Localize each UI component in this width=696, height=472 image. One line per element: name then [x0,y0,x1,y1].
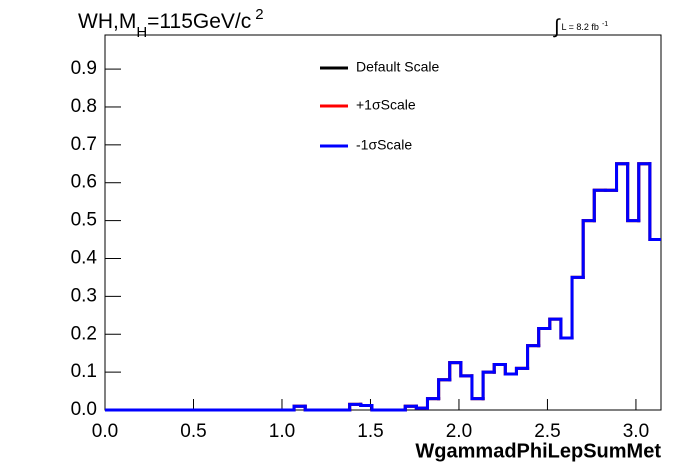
title-subscript: H [136,24,147,41]
lumi-exponent: -1 [602,21,608,28]
histogram-bin [292,404,307,412]
y-tick-label: 0.7 [71,134,97,155]
x-tick-label: 2.0 [446,421,472,442]
histogram-bin [559,317,574,340]
y-tick-label: 0.2 [71,323,97,344]
histogram-bin [615,162,630,192]
histogram-bin [425,397,441,410]
title-superscript: 2 [255,6,263,23]
y-tick-label: 0.1 [71,361,97,382]
x-axis-label: WgammadPhiLepSumMet [415,440,661,462]
x-tick-label: 2.5 [534,421,560,442]
y-tick-label: 0.8 [71,96,97,117]
histogram-bin [503,363,518,376]
histogram-bin [470,374,485,401]
title-main: WH,M [78,10,136,33]
histogram-bin [570,275,585,340]
histogram-bin [637,162,652,223]
histogram-bin [537,327,552,348]
histogram-bin [648,162,661,242]
histogram-bin [403,404,418,412]
x-tick-label: 1.5 [357,421,383,442]
histogram-bin [303,404,318,412]
legend-label: -1σScale [356,137,412,153]
histogram-bin [526,344,541,370]
y-tick-label: 0.6 [71,172,97,193]
y-tick-label: 0.0 [71,399,97,420]
histogram-bin [514,366,530,376]
histogram-bin [437,378,452,401]
histograms [105,162,661,412]
y-tick-label: 0.5 [71,210,97,231]
x-tick-label: 3.0 [623,421,649,442]
histogram-bin [459,361,474,378]
histogram-bin [581,219,596,279]
integral-sign: ∫ [553,16,561,38]
y-tick-label: 0.4 [71,248,98,269]
x-tick-label: 1.0 [269,421,295,442]
x-tick-label: 0.0 [92,421,118,442]
histogram-bin [348,402,363,412]
histogram-bin [359,402,374,407]
chart-title: WH,MH=115GeV/c 2 [78,6,264,41]
legend-label: +1σScale [356,97,416,113]
histogram-bin [448,361,463,382]
histogram-bin [414,404,429,410]
lumi-text: L = 8.2 fb [561,22,598,32]
histogram-bin [548,317,563,331]
histogram-bin [592,188,607,223]
histogram-bin [626,162,641,223]
histogram-bin [370,403,385,412]
histogram-bin [481,370,496,401]
x-tick-label: 0.5 [180,421,206,442]
legend-label: Default Scale [356,59,439,75]
lumi-annotation: ∫ L = 8.2 fb -1 [553,16,608,38]
y-tick-label: 0.3 [71,285,97,306]
histogram-bin [492,363,507,374]
title-rest: =115GeV/c [147,10,251,33]
y-tick-label: 0.9 [71,58,97,79]
